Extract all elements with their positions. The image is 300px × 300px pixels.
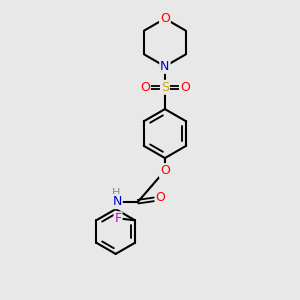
Text: O: O xyxy=(155,191,165,204)
Text: N: N xyxy=(160,60,170,73)
Text: N: N xyxy=(112,195,122,208)
Text: O: O xyxy=(140,81,150,94)
Text: S: S xyxy=(161,81,169,94)
Text: O: O xyxy=(160,164,170,177)
Text: O: O xyxy=(160,12,170,25)
Text: F: F xyxy=(115,212,122,225)
Text: H: H xyxy=(112,188,120,198)
Text: O: O xyxy=(180,81,190,94)
